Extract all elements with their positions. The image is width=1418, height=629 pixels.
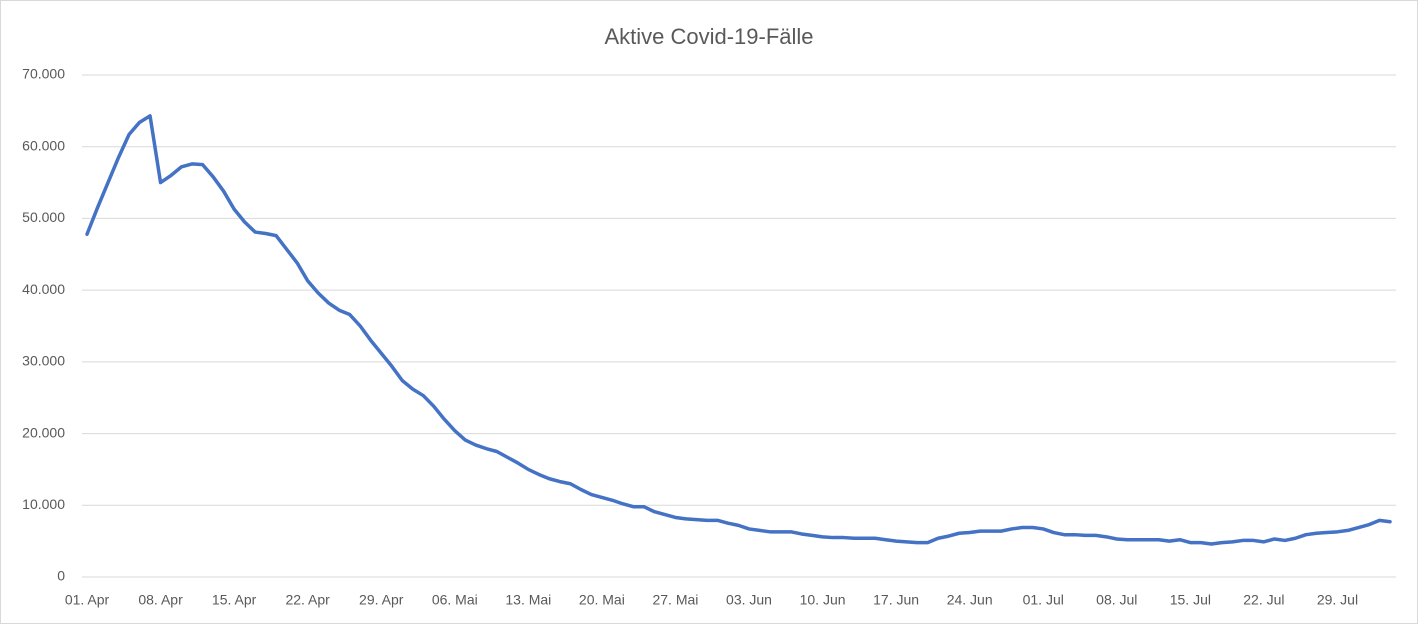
y-tick-label: 30.000	[22, 353, 65, 369]
chart-title: Aktive Covid-19-Fälle	[604, 24, 813, 49]
y-tick-label: 10.000	[22, 496, 65, 512]
data-line	[85, 114, 1392, 546]
x-tick-label: 29. Apr	[359, 592, 404, 608]
x-tick-label: 10. Jun	[800, 592, 846, 608]
x-tick-label: 22. Apr	[285, 592, 330, 608]
x-tick-label: 27. Mai	[652, 592, 698, 608]
x-tick-label: 24. Jun	[947, 592, 993, 608]
y-tick-label: 40.000	[22, 281, 65, 297]
x-tick-label: 15. Apr	[212, 592, 257, 608]
x-tick-label: 06. Mai	[432, 592, 478, 608]
x-tick-label: 03. Jun	[726, 592, 772, 608]
x-tick-label: 17. Jun	[873, 592, 919, 608]
x-tick-label: 20. Mai	[579, 592, 625, 608]
x-tick-label: 08. Apr	[138, 592, 183, 608]
x-tick-label: 22. Jul	[1243, 592, 1284, 608]
y-tick-label: 50.000	[22, 209, 65, 225]
y-tick-label: 20.000	[22, 424, 65, 440]
x-tick-label: 13. Mai	[505, 592, 551, 608]
x-tick-label: 29. Jul	[1317, 592, 1358, 608]
y-tick-label: 0	[57, 568, 65, 584]
x-tick-label: 01. Apr	[65, 592, 110, 608]
x-tick-label: 15. Jul	[1170, 592, 1211, 608]
x-tick-label: 01. Jul	[1023, 592, 1064, 608]
y-tick-label: 70.000	[22, 66, 65, 82]
y-tick-label: 60.000	[22, 137, 65, 153]
x-tick-label: 08. Jul	[1096, 592, 1137, 608]
